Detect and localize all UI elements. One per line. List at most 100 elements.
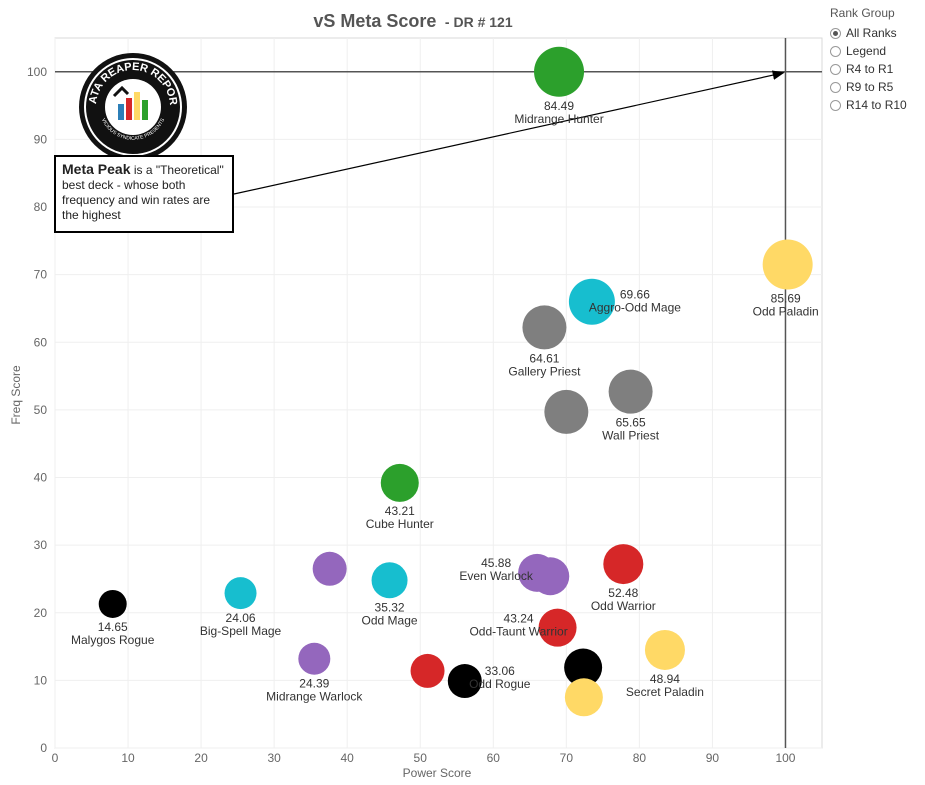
data-point-bubble [224,577,257,610]
x-tick-label: 80 [633,751,647,765]
radio-icon [830,45,841,57]
x-tick-label: 0 [52,751,59,765]
y-tick-label: 20 [34,606,48,620]
rank-option-r9-r5[interactable]: R9 to R5 [830,78,922,96]
data-label-name: Odd Rogue [469,677,531,691]
y-tick-label: 10 [34,673,48,687]
data-point-bubble [564,678,603,717]
y-axis-label: Freq Score [9,365,23,425]
y-tick-label: 0 [40,741,47,755]
data-point-bubble [603,544,644,585]
rank-option-label: All Ranks [846,26,897,40]
x-tick-label: 20 [194,751,208,765]
meta-peak-annotation: Meta Peak is a "Theoretical" best deck -… [54,155,234,233]
x-tick-label: 90 [706,751,720,765]
rank-option-label: R14 to R10 [846,98,907,112]
axes: 0 10 20 30 40 50 60 70 80 90 100 0 10 20 30 40 50 60 70 80 9… [27,65,796,765]
rank-option-label: R4 to R1 [846,62,894,76]
data-point-bubble [544,389,589,434]
meta-peak-arrow [233,70,785,195]
radio-icon [830,99,841,111]
chart-title: vS Meta Score - DR # 121 [313,11,512,31]
data-label-score: 45.88 [481,556,511,570]
data-point-bubble [298,642,331,675]
data-label-score: 43.24 [504,612,534,626]
data-label-name: Midrange Warlock [266,690,363,704]
data-label-score: 35.32 [375,600,405,614]
y-tick-label: 50 [34,403,48,417]
rank-option-r14-r10[interactable]: R14 to R10 [830,96,922,114]
data-label-score: 24.06 [226,611,256,625]
data-label-score: 48.94 [650,672,680,686]
x-tick-label: 100 [775,751,795,765]
data-label-name: Cube Hunter [366,517,434,531]
y-tick-label: 70 [34,268,48,282]
data-point-bubble [371,562,408,599]
data-label-score: 85.69 [771,292,801,306]
data-label-score: 43.21 [385,504,415,518]
data-label-name: Odd Warrior [591,599,656,613]
data-label-name: Odd Paladin [753,305,819,319]
data-label-name: Big-Spell Mage [200,624,282,638]
chart-title-main: vS Meta Score [313,11,436,31]
x-axis-label: Power Score [403,766,472,780]
data-label-name: Wall Priest [602,429,660,443]
data-point-bubble [410,653,445,688]
data-point-bubble [312,551,347,586]
data-label-score: 65.65 [616,416,646,430]
data-label-name: Malygos Rogue [71,633,155,647]
rank-option-legend[interactable]: Legend [830,42,922,60]
data-point-bubble [564,648,603,687]
x-tick-label: 10 [121,751,135,765]
rank-option-all-ranks[interactable]: All Ranks [830,24,922,42]
y-tick-label: 40 [34,471,48,485]
rank-option-label: R9 to R5 [846,80,894,94]
data-point-bubble [644,629,685,670]
data-label-name: Midrange Hunter [514,112,603,126]
y-tick-label: 30 [34,538,48,552]
radio-icon [830,63,841,75]
data-label-score: 69.66 [620,288,650,302]
y-tick-label: 100 [27,65,47,79]
y-tick-label: 90 [34,132,48,146]
data-label-name: Aggro-Odd Mage [589,301,681,315]
radio-icon [830,27,841,39]
data-label-score: 24.39 [299,677,329,691]
y-tick-label: 80 [34,200,48,214]
data-point-bubble [608,369,653,414]
data-label-score: 52.48 [608,586,638,600]
x-tick-label: 60 [487,751,501,765]
rank-group-title: Rank Group [830,6,895,20]
data-point-bubble [534,46,585,97]
x-tick-label: 30 [267,751,281,765]
data-label-name: Secret Paladin [626,685,704,699]
data-label-name: Odd-Taunt Warrior [469,625,567,639]
meta-peak-reference-lines [55,38,822,748]
radio-icon [830,81,841,93]
rank-option-r4-r1[interactable]: R4 to R1 [830,60,922,78]
data-point-bubble [98,589,127,618]
annotation-strong: Meta Peak [62,161,131,177]
annotation-text: is a "Theoretical" best deck - whose bot… [62,163,224,222]
chart-title-sub: - DR # 121 [445,14,513,30]
x-tick-label: 70 [560,751,574,765]
y-tick-label: 60 [34,335,48,349]
data-points [98,46,813,717]
data-label-score: 33.06 [485,664,515,678]
data-point-bubble [447,664,482,699]
rank-option-label: Legend [846,44,887,58]
data-label-score: 64.61 [529,351,559,365]
data-label-name: Even Warlock [459,569,534,583]
data-reaper-report-logo: DATA REAPER REPORT VICIOUS SYNDICATE PRE… [74,43,188,162]
x-tick-label: 50 [414,751,428,765]
data-label-score: 84.49 [544,99,574,113]
x-tick-label: 40 [341,751,355,765]
rank-group-filter: Rank Group All Ranks Legend R4 to R1 R9 … [830,6,922,114]
data-point-bubble [762,239,813,290]
data-point-bubble [380,463,419,502]
data-point-bubble [568,278,615,325]
data-point-bubble [538,608,577,647]
data-label-name: Odd Mage [362,613,418,627]
